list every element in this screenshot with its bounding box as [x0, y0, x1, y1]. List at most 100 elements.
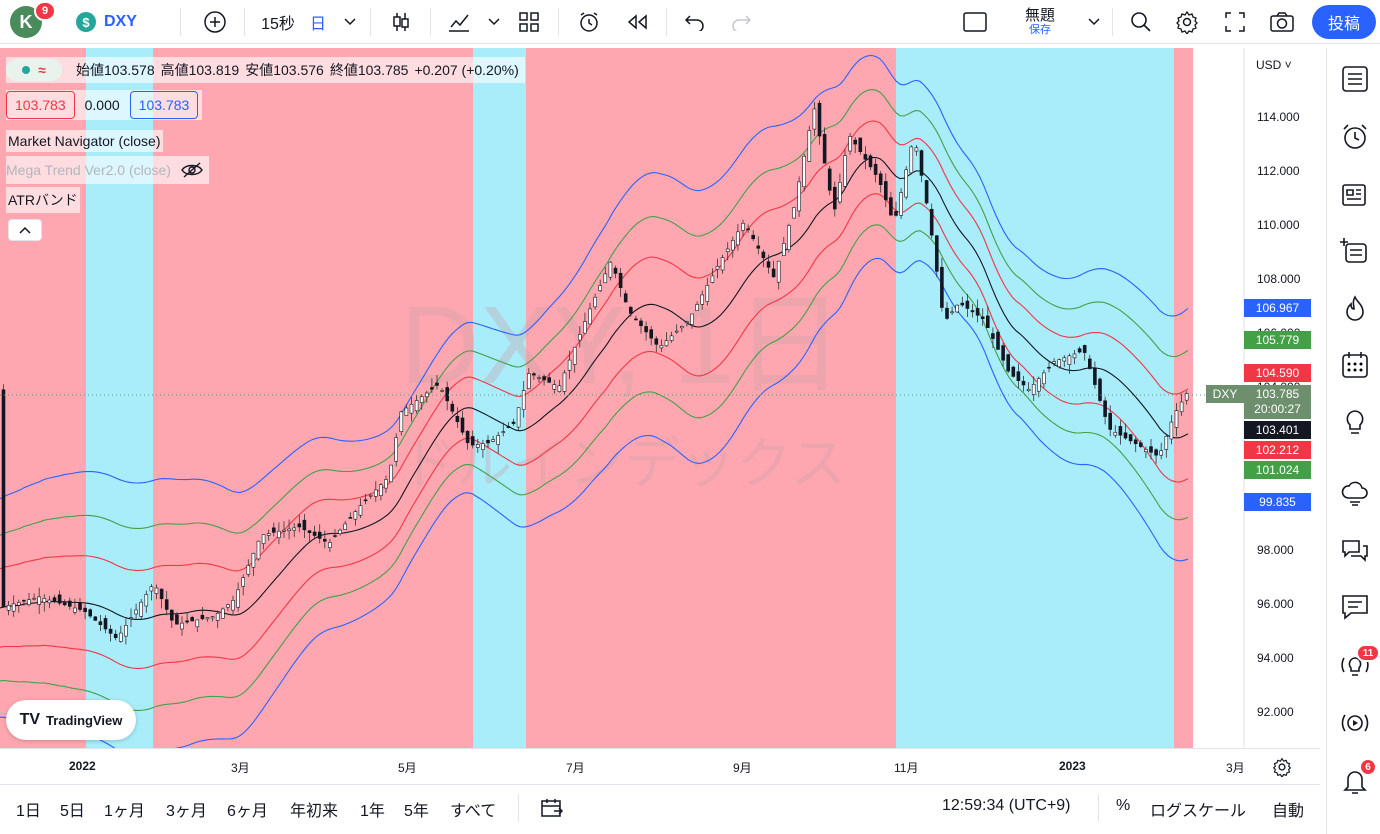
- candle-up: [690, 313, 694, 325]
- price-chart[interactable]: DXY, 1日 ドルインデックス: [0, 48, 1320, 748]
- news-icon[interactable]: [1340, 180, 1370, 210]
- alarm-clock-icon[interactable]: [1340, 122, 1370, 152]
- y-tick: 114.000: [1257, 110, 1300, 124]
- interval-button[interactable]: 15秒: [261, 16, 295, 33]
- range-3m[interactable]: 3ヶ月: [166, 803, 207, 820]
- hotlist-flame-icon[interactable]: [1340, 294, 1370, 324]
- candle-down: [868, 155, 873, 168]
- watchlist-icon[interactable]: [1340, 64, 1370, 94]
- candle-up: [231, 600, 235, 611]
- timeframe-button[interactable]: 日: [309, 16, 326, 33]
- indicator-mega-trend[interactable]: Mega Trend Ver2.0 (close): [6, 156, 209, 184]
- symbol-search[interactable]: $ DXY: [76, 0, 156, 44]
- layout-save-button[interactable]: 無題 保存: [1024, 6, 1055, 37]
- calendar-icon[interactable]: [1340, 350, 1370, 380]
- candle-down: [57, 594, 62, 604]
- candle-down: [271, 527, 276, 533]
- price-label-ma: 103.401: [1244, 421, 1311, 439]
- candle-up: [491, 439, 495, 442]
- candle-down: [756, 245, 761, 249]
- chat-cloud-icon[interactable]: [1340, 478, 1370, 508]
- candle-up: [394, 437, 399, 462]
- sell-button[interactable]: 103.783: [6, 91, 75, 119]
- candle-down: [542, 376, 546, 381]
- candle-down: [1123, 432, 1128, 439]
- percent-toggle[interactable]: %: [1116, 797, 1131, 814]
- chats-icon[interactable]: [1340, 536, 1370, 566]
- undo-icon[interactable]: [680, 0, 710, 44]
- atr-band-outer: [0, 54, 1189, 500]
- range-all[interactable]: すべて: [450, 803, 497, 820]
- candle-up: [282, 529, 286, 532]
- post-button[interactable]: 投稿: [1312, 5, 1376, 39]
- candle-up: [669, 335, 674, 341]
- chevron-down-icon[interactable]: [484, 0, 504, 44]
- candles-icon[interactable]: [386, 0, 416, 44]
- candle-up: [537, 377, 541, 379]
- candle-up: [736, 231, 740, 246]
- chevron-down-icon[interactable]: [1084, 0, 1104, 44]
- indicator-atr-band[interactable]: ATRバンド: [6, 187, 80, 213]
- time-axis[interactable]: 2022 3月 5月 7月 9月 11月 2023 3月: [0, 748, 1320, 784]
- candle-down: [170, 609, 174, 621]
- x-tick: 5月: [398, 761, 417, 775]
- range-ytd[interactable]: 年初来: [290, 803, 339, 820]
- camera-icon[interactable]: [1266, 0, 1298, 44]
- collapse-legend-button[interactable]: [8, 219, 42, 241]
- range-5d[interactable]: 5日: [60, 803, 85, 820]
- replay-stream-icon[interactable]: [1340, 708, 1370, 738]
- search-icon[interactable]: [1126, 0, 1156, 44]
- layout-grid-icon[interactable]: [514, 0, 544, 44]
- bottom-toolbar: 1日 5日 1ヶ月 3ヶ月 6ヶ月 年初来 1年 5年 すべて 12:59:34…: [0, 784, 1320, 830]
- candle-down: [506, 426, 511, 428]
- ideas-stream-icon[interactable]: [1340, 650, 1370, 680]
- candle-up: [904, 169, 909, 198]
- currency-selector[interactable]: USD ˅: [1256, 58, 1292, 72]
- fullscreen-rect-icon[interactable]: [960, 0, 990, 44]
- clock-timezone[interactable]: 12:59:34 (UTC+9): [942, 797, 1071, 814]
- auto-scale-toggle[interactable]: 自動: [1272, 803, 1305, 820]
- redo-icon[interactable]: [726, 0, 756, 44]
- range-1d[interactable]: 1日: [16, 803, 41, 820]
- chart-pane[interactable]: DXY, 1日 ドルインデックス ≈ 始値 103.578 高値 103.819 安…: [0, 48, 1320, 748]
- candle-up: [241, 577, 245, 587]
- candle-up: [144, 594, 149, 607]
- atr-band-inner: [0, 120, 1189, 572]
- range-1y[interactable]: 1年: [360, 803, 385, 820]
- log-scale-toggle[interactable]: ログスケール: [1150, 803, 1247, 820]
- candle-down: [1082, 345, 1087, 353]
- axis-settings-gear-icon[interactable]: [1272, 757, 1292, 782]
- candle-down: [965, 300, 970, 309]
- candle-up: [598, 285, 603, 292]
- goto-date-icon[interactable]: [540, 797, 564, 824]
- indicator-market-navigator[interactable]: Market Navigator (close): [6, 130, 163, 152]
- lightbulb-icon[interactable]: [1340, 408, 1370, 438]
- gear-icon[interactable]: [1172, 0, 1202, 44]
- fullscreen-icon[interactable]: [1220, 0, 1250, 44]
- replay-icon[interactable]: [622, 0, 652, 44]
- message-icon[interactable]: [1340, 592, 1370, 622]
- candle-up: [1057, 359, 1061, 368]
- candle-down: [1093, 367, 1097, 385]
- candle-down: [1098, 378, 1102, 401]
- alert-clock-icon[interactable]: [574, 0, 604, 44]
- chevron-down-icon[interactable]: [340, 0, 360, 44]
- ideas-list-icon[interactable]: [1340, 236, 1370, 266]
- candle-down: [52, 597, 57, 602]
- candle-down: [164, 599, 169, 610]
- tradingview-logo[interactable]: TV TradingView: [6, 700, 136, 740]
- candle-up: [787, 225, 791, 250]
- range-1m[interactable]: 1ヶ月: [104, 803, 145, 820]
- range-6m[interactable]: 6ヶ月: [227, 803, 268, 820]
- indicators-icon[interactable]: [444, 0, 474, 44]
- notifications-bell-icon[interactable]: [1340, 766, 1370, 796]
- buy-button[interactable]: 103.783: [129, 91, 199, 119]
- compare-add-icon[interactable]: [200, 0, 230, 44]
- candle-up: [802, 155, 807, 188]
- eye-hidden-icon[interactable]: [181, 162, 203, 178]
- range-5y[interactable]: 5年: [404, 803, 429, 820]
- candle-down: [1149, 446, 1153, 453]
- candle-up: [481, 443, 485, 450]
- market-status-icon[interactable]: ≈: [6, 59, 62, 81]
- candle-down: [88, 609, 92, 617]
